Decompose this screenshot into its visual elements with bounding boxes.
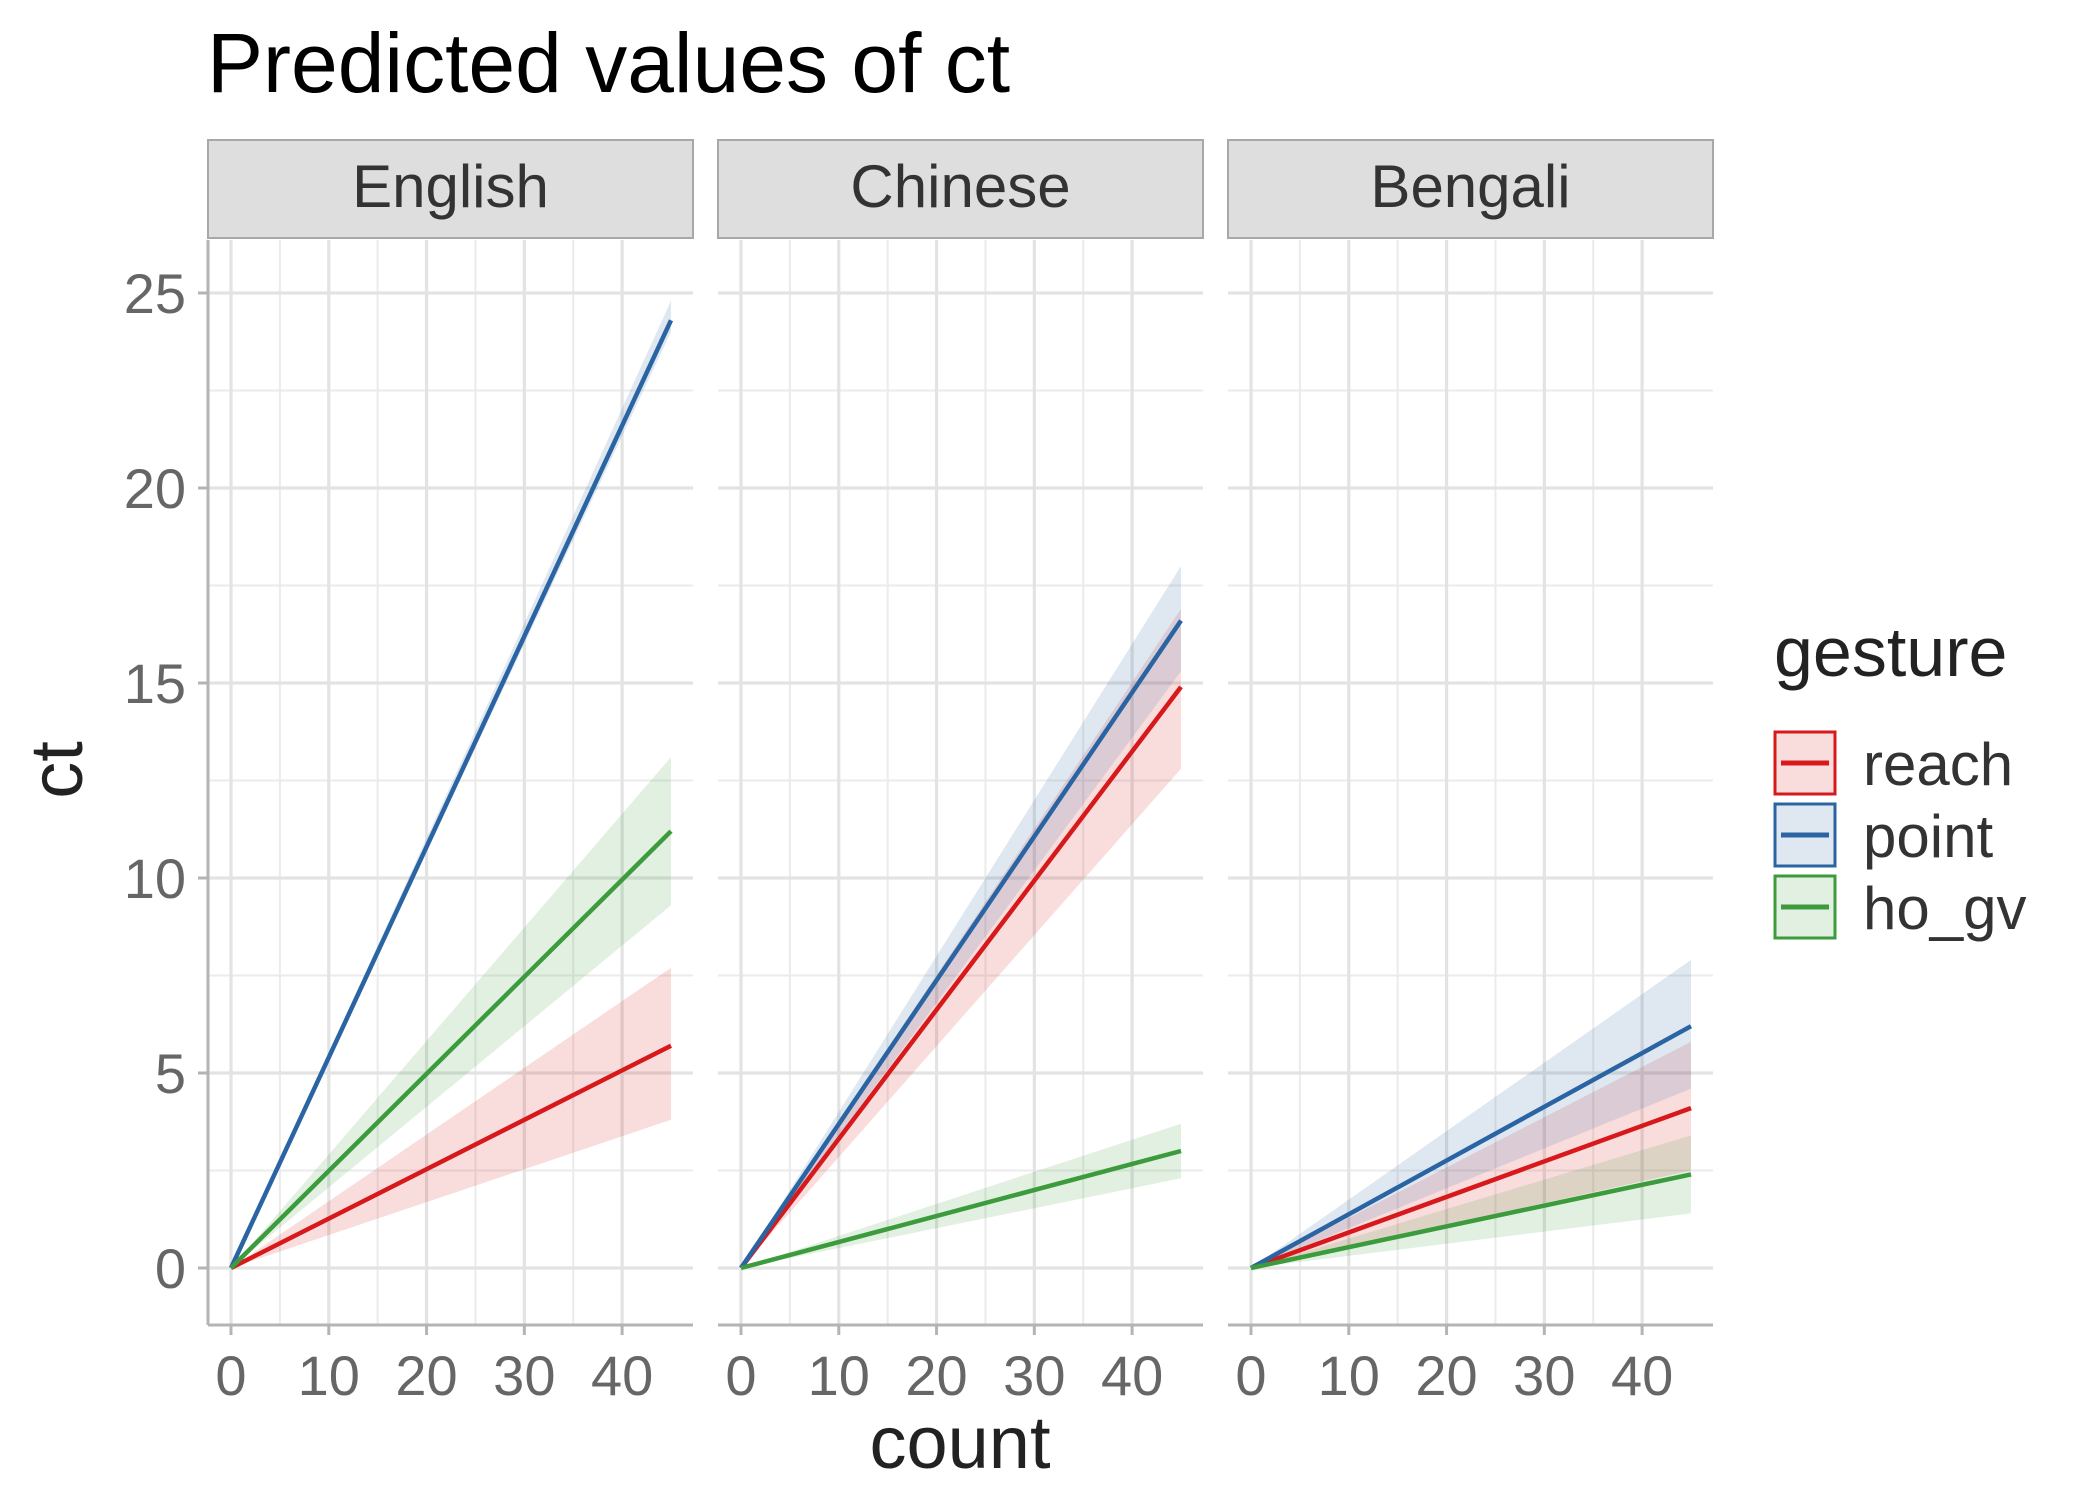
facet-panels: English Chinese Bengali	[207, 139, 1714, 1325]
legend-label: reach	[1863, 731, 2013, 798]
ribbon-ho_gv	[741, 1123, 1181, 1268]
ribbon-ho_gv	[231, 757, 671, 1268]
legend-item-reach: reach	[1773, 730, 2013, 798]
x-tick-label: 0	[215, 1344, 246, 1407]
ribbon-reach	[1251, 1041, 1691, 1268]
panel-bengali: Bengali	[1227, 139, 1714, 1325]
panel-chinese: Chinese	[717, 139, 1204, 1325]
ribbon-reach	[231, 967, 671, 1268]
line-point	[1249, 1024, 1693, 1270]
x-tick-label: 40	[591, 1344, 653, 1407]
facet-label: Bengali	[1370, 153, 1570, 220]
x-tick-label: 30	[1513, 1344, 1575, 1407]
facet-label: Chinese	[850, 153, 1070, 220]
legend-label: point	[1863, 803, 1993, 870]
line-point	[228, 319, 674, 1269]
facet-strip	[207, 139, 694, 239]
x-tick-label: 0	[725, 1344, 756, 1407]
ribbon-point	[231, 300, 671, 1268]
y-tick-label: 0	[155, 1237, 186, 1300]
ribbon-point	[741, 566, 1181, 1268]
line-ho_gv	[1250, 1172, 1692, 1271]
legend-item-point: point	[1773, 802, 1993, 870]
line-point	[739, 619, 1183, 1270]
x-tick-label: 10	[1318, 1344, 1380, 1407]
x-tick-label: 20	[905, 1344, 967, 1407]
x-tick-label: 40	[1101, 1344, 1163, 1407]
y-axis-label: ct	[15, 741, 98, 799]
line-reach	[229, 1043, 673, 1271]
x-tick-label: 10	[808, 1344, 870, 1407]
x-tick-label: 20	[1415, 1344, 1477, 1407]
x-tick-label: 20	[395, 1344, 457, 1407]
y-tick-label: 10	[124, 847, 186, 910]
facet-strip	[717, 139, 1204, 239]
x-tick-label: 40	[1611, 1344, 1673, 1407]
line-ho_gv	[740, 1148, 1182, 1271]
x-tick-label: 30	[493, 1344, 555, 1407]
legend-item-ho-gv: ho_gv	[1773, 874, 2026, 942]
legend-title: gesture	[1774, 613, 2007, 691]
line-ho_gv	[229, 829, 673, 1270]
ribbon-ho_gv	[1251, 1135, 1691, 1268]
x-tick-label: 10	[298, 1344, 360, 1407]
line-reach	[1250, 1105, 1692, 1271]
x-tick-label: 0	[1235, 1344, 1266, 1407]
panel-english: English	[207, 139, 694, 1325]
y-tick-label: 20	[124, 457, 186, 520]
y-tick-label: 25	[124, 262, 186, 325]
facet-label: English	[352, 153, 549, 220]
legend-label: ho_gv	[1863, 875, 2026, 942]
axes: 0 10 20 30 40 0 10 20 30 40 0 10 20 30 40 0 5 10 15 20 25	[124, 240, 1713, 1407]
ribbon-point	[1251, 959, 1691, 1268]
y-tick-label: 5	[155, 1042, 186, 1105]
x-tick-label: 30	[1003, 1344, 1065, 1407]
ribbon-reach	[741, 608, 1181, 1268]
y-tick-label: 15	[124, 652, 186, 715]
line-reach	[739, 685, 1183, 1270]
facet-strip	[1227, 139, 1714, 239]
x-axis-label: count	[869, 1401, 1050, 1484]
chart-title: Predicted values of ct	[207, 16, 1010, 110]
